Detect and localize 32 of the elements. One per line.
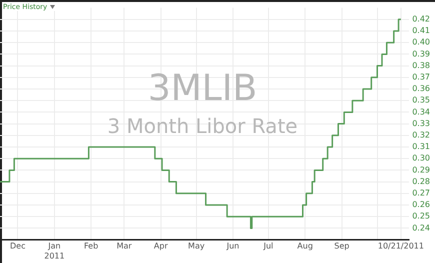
x-tick-label: Jul [262, 242, 274, 251]
x-tick-label: Jun [226, 242, 240, 251]
y-tick-label: 0.29 [412, 165, 430, 174]
x-tick-label: Sep [334, 242, 350, 251]
y-tick-label: 0.34 [412, 107, 430, 116]
y-tick-label: 0.28 [412, 176, 430, 186]
y-tick-label: 0.26 [412, 200, 430, 210]
y-tick-label: 0.27 [412, 188, 430, 198]
x-tick-label: Dec [10, 242, 26, 251]
y-tick-label: 0.38 [412, 60, 430, 70]
y-tick-label: 0.33 [412, 118, 430, 128]
y-tick-label: 0.41 [412, 26, 430, 36]
y-tick-label: 0.24 [412, 223, 430, 232]
text: 3 Month Libor Rate [106, 114, 299, 138]
y-tick-label: 0.30 [412, 154, 430, 163]
x-tick-label: May [188, 242, 205, 251]
y-tick-label: 0.40 [412, 38, 430, 47]
x-tick-label: Apr [154, 242, 168, 251]
y-tick-label: 0.39 [412, 49, 430, 58]
y-tick-label: 0.37 [412, 72, 430, 82]
x-tick-label: Feb [84, 242, 98, 251]
x-tick-label: 10/21/2011 [378, 242, 424, 251]
y-tick-label: 0.36 [412, 84, 430, 94]
x-tick-label: Mar [116, 242, 132, 251]
y-tick-label: 0.42 [412, 14, 430, 24]
x-tick-label: Jan 2011 [44, 242, 65, 260]
y-tick-label: 0.31 [412, 142, 430, 152]
y-tick-label: 0.35 [412, 96, 430, 105]
y-tick-label: 0.32 [412, 130, 430, 140]
text: 3MLIB [146, 68, 258, 109]
x-tick-label: Aug [297, 242, 313, 251]
y-tick-label: 0.25 [412, 212, 430, 221]
